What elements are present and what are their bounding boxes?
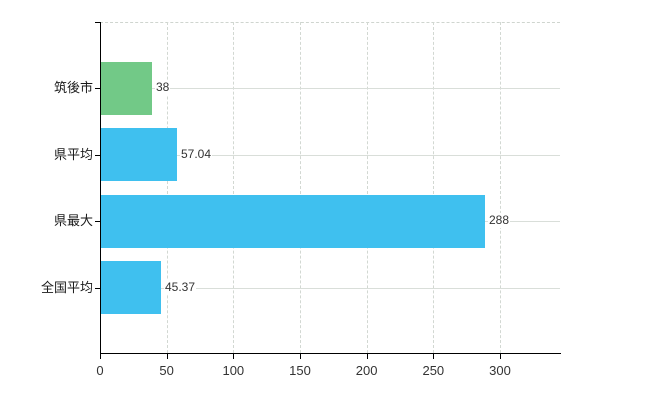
y-gridline <box>100 88 560 89</box>
x-tick <box>366 354 368 359</box>
y-gridline <box>100 154 560 156</box>
x-gridline <box>166 22 168 353</box>
bar-3 <box>101 194 485 248</box>
y-tick <box>95 221 100 222</box>
y-tick <box>95 154 100 156</box>
x-tick <box>233 354 235 359</box>
x-axis-line <box>100 353 561 354</box>
y-axis-category-label: 県平均 <box>53 146 93 162</box>
x-tick <box>300 354 301 359</box>
x-tick-label: 0 <box>96 363 104 378</box>
bar-4 <box>101 261 161 314</box>
plot-top-border <box>100 22 560 23</box>
bar-value-label: 38 <box>155 80 171 95</box>
bar-value-label: 45.37 <box>164 279 197 295</box>
y-tick <box>95 88 100 89</box>
x-tick <box>433 354 435 359</box>
bar-1 <box>101 61 152 115</box>
y-axis-category-label: 県最大 <box>53 213 93 228</box>
x-tick <box>500 354 501 359</box>
y-axis-category-label: 筑後市 <box>53 80 93 95</box>
y-tick <box>95 287 100 289</box>
bar-2 <box>101 128 177 181</box>
y-gridline <box>100 287 560 289</box>
x-gridline <box>233 22 235 353</box>
y-axis-category-label: 全国平均 <box>40 279 93 295</box>
x-gridline <box>366 22 368 353</box>
x-tick-label: 300 <box>489 363 511 378</box>
x-tick-label: 200 <box>355 363 378 378</box>
bar-value-label: 57.04 <box>180 146 213 162</box>
x-gridline <box>300 22 301 353</box>
x-tick-label: 100 <box>222 363 245 378</box>
x-tick-label: 150 <box>289 363 311 378</box>
x-tick-label: 50 <box>159 363 174 378</box>
x-tick-label: 250 <box>422 363 445 378</box>
y-tick <box>95 22 100 23</box>
x-tick <box>100 354 101 359</box>
x-gridline <box>500 22 501 353</box>
x-tick <box>166 354 168 359</box>
y-axis-line <box>100 22 101 354</box>
bar-value-label: 288 <box>488 213 511 228</box>
x-gridline <box>433 22 435 353</box>
